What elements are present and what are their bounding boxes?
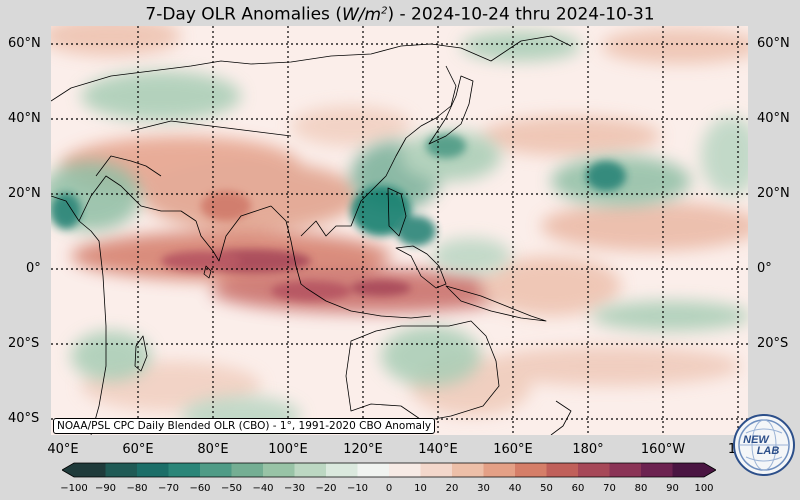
title-unit: W/m2 <box>341 4 388 25</box>
colorbar-segment <box>483 463 516 477</box>
lon-label-80e: 80°E <box>197 442 229 457</box>
lat-label-eq-left: 0° <box>26 261 41 276</box>
lat-label-60n-right: 60°N <box>757 36 790 51</box>
globe-icon: NEW LAB <box>733 414 795 476</box>
negative-anomaly-field <box>51 31 748 435</box>
colorbar-tick-label: 30 <box>477 483 490 494</box>
lon-label-60e: 60°E <box>122 442 154 457</box>
lat-label-40n-left: 40°N <box>8 111 41 126</box>
positive-anomaly-field <box>51 26 748 416</box>
colorbar-segment <box>200 463 232 477</box>
lon-label-120e: 120°E <box>343 442 383 457</box>
colorbar-segment <box>137 463 169 477</box>
colorbar-segment <box>578 463 610 477</box>
colorbar-segment <box>263 463 295 477</box>
colorbar-segment <box>105 463 138 477</box>
lat-label-eq-right: 0° <box>757 261 772 276</box>
map-canvas <box>51 26 748 435</box>
logo-text-bottom: LAB <box>757 445 780 457</box>
colorbar-tick-label: 90 <box>666 483 679 494</box>
olr-anomaly-map <box>51 26 748 435</box>
colorbar-tick-label: 70 <box>603 483 616 494</box>
colorbar-segment <box>74 463 106 477</box>
colorbar-segment <box>231 463 264 477</box>
lon-label-100e: 100°E <box>268 442 308 457</box>
colorbar-tick-label: −50 <box>220 483 243 494</box>
colorbar-segment <box>357 463 390 477</box>
map-title: 7-Day OLR Anomalies (W/m2) - 2024-10-24 … <box>0 0 800 26</box>
colorbar-min-extend <box>62 463 74 477</box>
colorbar-tick-label: 100 <box>694 483 714 494</box>
colorbar-segment <box>515 463 547 477</box>
lon-label-40e: 40°E <box>47 442 79 457</box>
lat-label-20s-left: 20°S <box>8 336 40 351</box>
colorbar-tick-label: 60 <box>571 483 585 494</box>
colorbar-tick-label: −100 <box>60 483 88 494</box>
data-source-credit: NOAA/PSL CPC Daily Blended OLR (CBO) - 1… <box>53 418 436 434</box>
newlab-logo: NEW LAB <box>732 413 796 477</box>
colorbar-segment <box>452 463 484 477</box>
colorbar-tick-label: 80 <box>634 483 648 494</box>
colorbar <box>62 462 716 478</box>
lat-label-40n-right: 40°N <box>757 111 790 126</box>
lat-label-20n-right: 20°N <box>757 186 790 201</box>
colorbar-segment <box>420 463 453 477</box>
colorbar-segment <box>294 463 327 477</box>
title-suffix: ) - 2024-10-24 thru 2024-10-31 <box>387 4 655 25</box>
colorbar-tick-label: −60 <box>189 483 211 494</box>
colorbar-tick-label: −10 <box>346 483 369 494</box>
colorbar-segment <box>326 463 358 477</box>
colorbar-tick-label: 50 <box>540 483 553 494</box>
logo-text-top: NEW <box>743 434 770 446</box>
colorbar-tick-label: −20 <box>315 483 337 494</box>
lon-label-160e: 160°E <box>493 442 533 457</box>
colorbar-tick-label: 40 <box>508 483 522 494</box>
lon-label-160w: 160°W <box>640 442 686 457</box>
lon-label-140e: 140°E <box>418 442 458 457</box>
colorbar-segment <box>168 463 201 477</box>
lon-label-180: 180° <box>572 442 604 457</box>
colorbar-tick-label: −70 <box>157 483 180 494</box>
colorbar-tick-label: 10 <box>414 483 427 494</box>
colorbar-tick-label: −90 <box>94 483 117 494</box>
lat-label-20n-left: 20°N <box>8 186 41 201</box>
colorbar-tick-label: 20 <box>445 483 459 494</box>
strong-negative-anomaly <box>51 134 626 246</box>
colorbar-tick-label: −80 <box>126 483 148 494</box>
lat-label-20s-right: 20°S <box>757 336 789 351</box>
title-prefix: 7-Day OLR Anomalies ( <box>145 4 342 25</box>
lat-label-40s-left: 40°S <box>8 411 40 426</box>
colorbar-outline <box>62 462 716 478</box>
colorbar-segment <box>641 463 673 477</box>
coastlines <box>51 35 572 435</box>
colorbar-max-extend <box>704 463 716 477</box>
colorbar-segment <box>672 463 705 477</box>
colorbar-segment <box>389 463 421 477</box>
colorbar-tick-label: −30 <box>283 483 306 494</box>
colorbar-tick-label: −40 <box>252 483 274 494</box>
colorbar-segment <box>609 463 642 477</box>
colorbar-segment <box>546 463 579 477</box>
lat-label-60n-left: 60°N <box>8 36 41 51</box>
colorbar-tick-label: 0 <box>385 483 393 494</box>
